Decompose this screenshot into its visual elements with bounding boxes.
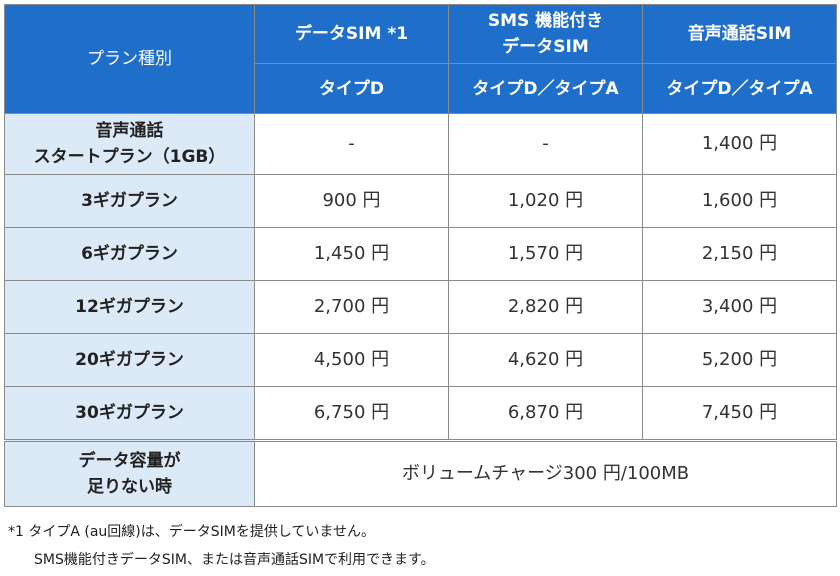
column-header-title: SMS 機能付き xyxy=(487,11,604,31)
table-row: 12ギガプラン 2,700 円 2,820 円 3,400 円 xyxy=(4,280,837,334)
table-row: 6ギガプラン 1,450 円 1,570 円 2,150 円 xyxy=(4,227,837,281)
column-type-sms-data-sim: タイプD／タイプA xyxy=(448,63,643,114)
plan-label: 6ギガプラン xyxy=(4,227,255,281)
plan-label-line1: 音声通話 xyxy=(95,121,164,141)
column-header-title-line2: データSIM xyxy=(502,37,589,57)
table-row: 30ギガプラン 6,750 円 6,870 円 7,450 円 xyxy=(4,386,837,441)
table-row: 音声通話 スタートプラン（1GB） - - 1,400 円 xyxy=(4,113,837,175)
pricing-table-container: プラン種別 データSIM *1 SMS 機能付き データSIM 音声通話SIM … xyxy=(4,4,837,507)
plan-label: 30ギガプラン xyxy=(4,386,255,441)
price-cell: 1,570 円 xyxy=(448,227,643,281)
column-header-title: 音声通話SIM xyxy=(687,24,792,44)
table-row-volume-charge: データ容量が 足りない時 ボリュームチャージ300 円/100MB xyxy=(4,439,837,507)
price-cell: 4,500 円 xyxy=(254,333,449,387)
price-cell: 1,600 円 xyxy=(642,174,837,228)
table-subheader-row: タイプD タイプD／タイプA タイプD／タイプA xyxy=(5,63,837,114)
column-type-voice-sim: タイプD／タイプA xyxy=(642,63,837,114)
plan-label-line2: スタートプラン（1GB） xyxy=(33,147,226,167)
plan-type-header: プラン種別 xyxy=(4,4,255,114)
table-header-row: プラン種別 データSIM *1 SMS 機能付き データSIM 音声通話SIM xyxy=(4,4,837,114)
price-cell: 3,400 円 xyxy=(642,280,837,334)
price-cell: 5,200 円 xyxy=(642,333,837,387)
price-cell: 6,870 円 xyxy=(448,386,643,441)
price-cell: 4,620 円 xyxy=(448,333,643,387)
column-header-data-sim: データSIM *1 xyxy=(254,4,449,64)
volume-charge-cell: ボリュームチャージ300 円/100MB xyxy=(254,439,837,507)
column-header-sms-data-sim: SMS 機能付き データSIM xyxy=(448,4,643,64)
price-cell: 900 円 xyxy=(254,174,449,228)
price-cell: - xyxy=(448,113,643,175)
plan-label: 12ギガプラン xyxy=(4,280,255,334)
plan-label-line2: 足りない時 xyxy=(87,477,172,497)
pricing-table: プラン種別 データSIM *1 SMS 機能付き データSIM 音声通話SIM … xyxy=(4,4,837,507)
price-cell: 2,820 円 xyxy=(448,280,643,334)
footnote-line2: SMS機能付きデータSIM、または音声通話SIMで利用できます。 xyxy=(34,552,435,568)
plan-label-line1: データ容量が xyxy=(78,451,181,471)
price-cell: 6,750 円 xyxy=(254,386,449,441)
price-cell: 1,400 円 xyxy=(642,113,837,175)
plan-label: 3ギガプラン xyxy=(4,174,255,228)
price-cell: 2,700 円 xyxy=(254,280,449,334)
table-row: 3ギガプラン 900 円 1,020 円 1,600 円 xyxy=(4,174,837,228)
footnote-line1: *1 タイプA (au回線)は、データSIMを提供していません。 xyxy=(8,524,376,540)
price-cell: 2,150 円 xyxy=(642,227,837,281)
price-cell: - xyxy=(254,113,449,175)
price-cell: 7,450 円 xyxy=(642,386,837,441)
column-type-data-sim: タイプD xyxy=(254,63,449,114)
plan-label: 20ギガプラン xyxy=(4,333,255,387)
column-header-voice-sim: 音声通話SIM xyxy=(642,4,837,64)
table-row: 20ギガプラン 4,500 円 4,620 円 5,200 円 xyxy=(4,333,837,387)
column-header-title: データSIM *1 xyxy=(294,24,409,44)
plan-label: 音声通話 スタートプラン（1GB） xyxy=(4,113,255,175)
price-cell: 1,450 円 xyxy=(254,227,449,281)
plan-label: データ容量が 足りない時 xyxy=(4,439,255,507)
price-cell: 1,020 円 xyxy=(448,174,643,228)
